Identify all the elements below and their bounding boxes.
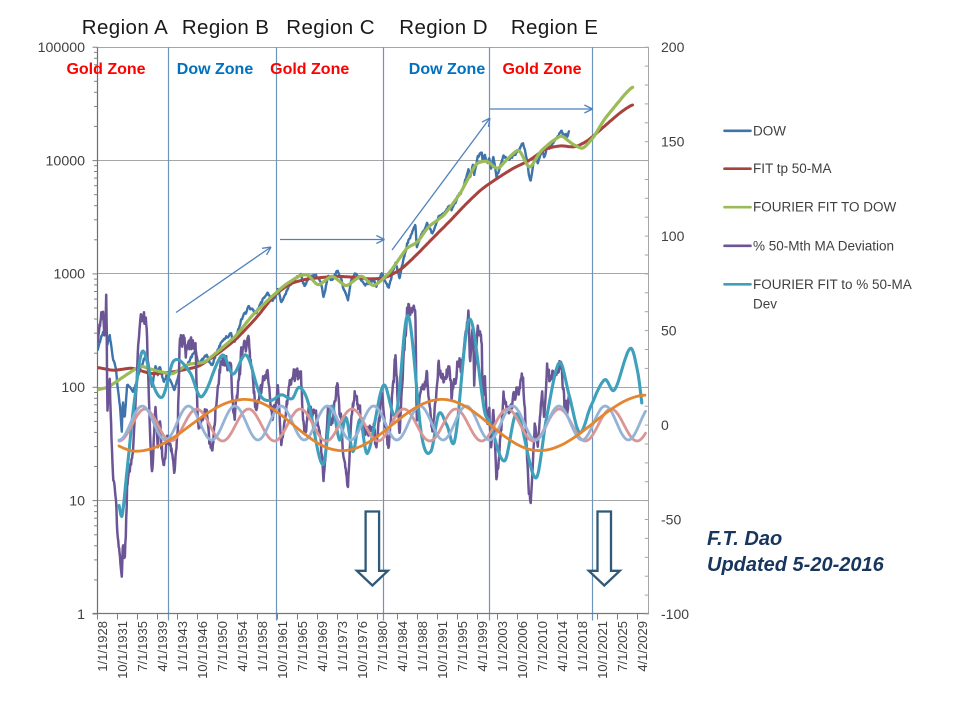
svg-text:1/1/2003: 1/1/2003 <box>495 621 510 672</box>
svg-text:FOURIER FIT TO DOW: FOURIER FIT TO DOW <box>753 200 897 215</box>
svg-text:Region A: Region A <box>82 16 168 39</box>
svg-text:Region E: Region E <box>511 16 599 39</box>
svg-text:10/1/1961: 10/1/1961 <box>275 621 290 679</box>
svg-text:-100: -100 <box>661 606 689 622</box>
svg-text:Dow Zone: Dow Zone <box>409 61 486 78</box>
svg-text:-50: -50 <box>661 511 681 527</box>
svg-text:4/1/2014: 4/1/2014 <box>555 621 570 672</box>
svg-text:100: 100 <box>661 228 685 244</box>
svg-text:4/1/1954: 4/1/1954 <box>235 621 250 672</box>
svg-text:10/1/2006: 10/1/2006 <box>515 621 530 679</box>
svg-text:7/1/1935: 7/1/1935 <box>135 621 150 672</box>
svg-text:1/1/1958: 1/1/1958 <box>255 621 270 672</box>
svg-text:FOURIER FIT to % 50-MA: FOURIER FIT to % 50-MA <box>753 277 912 292</box>
svg-text:200: 200 <box>661 39 685 55</box>
svg-text:10: 10 <box>69 493 85 509</box>
svg-text:150: 150 <box>661 133 685 149</box>
svg-text:1/1/2018: 1/1/2018 <box>575 621 590 672</box>
svg-text:10/1/1931: 10/1/1931 <box>115 621 130 679</box>
svg-text:1000: 1000 <box>53 267 85 283</box>
svg-text:7/1/2025: 7/1/2025 <box>615 621 630 672</box>
svg-text:4/1/1939: 4/1/1939 <box>155 621 170 672</box>
svg-text:1/1/1973: 1/1/1973 <box>335 621 350 672</box>
svg-text:4/1/2029: 4/1/2029 <box>635 621 650 672</box>
svg-text:10/1/1976: 10/1/1976 <box>355 621 370 679</box>
svg-text:1/1/1988: 1/1/1988 <box>415 621 430 672</box>
svg-text:Region C: Region C <box>286 16 375 39</box>
svg-text:10/1/1991: 10/1/1991 <box>435 621 450 679</box>
svg-text:Dev: Dev <box>753 296 777 311</box>
svg-text:DOW: DOW <box>753 123 786 138</box>
svg-text:50: 50 <box>661 322 677 338</box>
svg-text:% 50-Mth MA Deviation: % 50-Mth MA Deviation <box>753 238 894 253</box>
svg-text:4/1/1984: 4/1/1984 <box>395 621 410 672</box>
svg-text:Gold Zone: Gold Zone <box>502 61 581 78</box>
svg-text:10000: 10000 <box>46 153 86 169</box>
svg-text:0: 0 <box>661 417 669 433</box>
svg-text:7/1/1965: 7/1/1965 <box>295 621 310 672</box>
svg-text:4/1/1969: 4/1/1969 <box>315 621 330 672</box>
svg-text:7/1/2010: 7/1/2010 <box>535 621 550 672</box>
svg-text:Dow Zone: Dow Zone <box>177 61 254 78</box>
svg-text:4/1/1999: 4/1/1999 <box>475 621 490 672</box>
svg-text:Gold Zone: Gold Zone <box>66 61 145 78</box>
svg-text:1: 1 <box>77 607 85 623</box>
svg-text:1/1/1943: 1/1/1943 <box>175 621 190 672</box>
svg-text:7/1/1995: 7/1/1995 <box>455 621 470 672</box>
svg-text:Region B: Region B <box>182 16 270 39</box>
svg-text:Gold Zone: Gold Zone <box>270 61 349 78</box>
svg-text:100000: 100000 <box>38 40 85 56</box>
svg-text:Region D: Region D <box>399 16 488 39</box>
svg-text:7/1/1950: 7/1/1950 <box>215 621 230 672</box>
svg-text:7/1/1980: 7/1/1980 <box>375 621 390 672</box>
svg-text:10/1/1946: 10/1/1946 <box>195 621 210 679</box>
svg-text:F.T. Dao: F.T. Dao <box>707 528 782 550</box>
svg-text:Updated 5-20-2016: Updated 5-20-2016 <box>707 554 885 576</box>
svg-text:1/1/1928: 1/1/1928 <box>95 621 110 672</box>
svg-text:FIT tp 50-MA: FIT tp 50-MA <box>753 161 832 176</box>
svg-text:10/1/2021: 10/1/2021 <box>595 621 610 679</box>
svg-text:100: 100 <box>61 380 85 396</box>
